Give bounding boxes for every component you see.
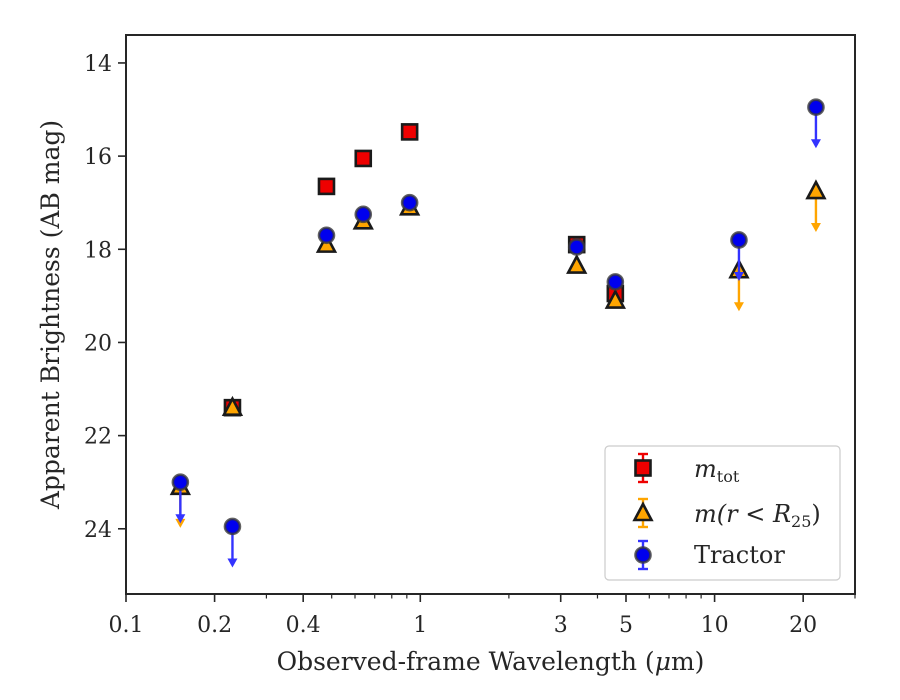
- x-axis-title-mu: μ: [655, 647, 671, 676]
- m-r25-point-group: [604, 288, 627, 309]
- x-tick-label: 0.2: [197, 613, 232, 638]
- y-tick-label: 18: [84, 238, 112, 263]
- tractor-point: [807, 98, 825, 117]
- legend-triangle-icon: [632, 497, 654, 529]
- tractor-point: [171, 473, 190, 492]
- legend-triangle-icon-marker: [632, 501, 654, 522]
- y-tick-label: 24: [84, 518, 112, 543]
- tractor-point-group: [171, 473, 190, 524]
- tractor-point: [223, 517, 242, 536]
- x-tick-label: 5: [619, 613, 633, 638]
- x-tick-label: 10: [701, 613, 729, 638]
- mtot-point-group: [400, 123, 419, 141]
- x-tick-label: 0.4: [286, 613, 321, 638]
- y-tick-label: 14: [84, 52, 112, 77]
- tractor-limit-arrow-head: [175, 514, 186, 524]
- tractor-point-group: [567, 238, 586, 256]
- m-r25-point: [566, 253, 588, 274]
- legend: mtot m(r < R25) Tractor: [604, 445, 841, 581]
- tractor-point-group: [730, 231, 748, 281]
- tractor-limit-arrow-head: [227, 558, 238, 568]
- legend-box: [604, 445, 841, 581]
- data-marks: [169, 98, 827, 568]
- x-axis-title-part: m): [671, 647, 704, 676]
- legend-label-part: ): [811, 500, 820, 528]
- tractor-point-group: [317, 226, 336, 245]
- tractor-point: [317, 226, 336, 245]
- mtot-point-group: [354, 149, 373, 168]
- legend-label-sub: tot: [717, 467, 740, 486]
- tractor-limit-arrow-head: [733, 271, 744, 281]
- x-tick-label: 1: [413, 613, 427, 638]
- legend-label-tractor: Tractor: [694, 541, 785, 569]
- tractor-point: [606, 273, 625, 291]
- tractor-limit-arrow-head: [810, 139, 821, 149]
- tractor-point-group: [223, 517, 242, 568]
- y-axis-title: Apparent Brightness (AB mag): [36, 120, 65, 510]
- tractor-point: [730, 231, 748, 249]
- mtot-point: [354, 149, 373, 168]
- tractor-point: [400, 193, 419, 212]
- legend-circle-icon: [634, 539, 652, 571]
- plot-frame: [125, 34, 856, 595]
- legend-label-part: m: [694, 455, 717, 483]
- m-r25-point-group: [805, 179, 827, 233]
- m-r25-point: [221, 395, 244, 416]
- m-r25-limit-arrow-head: [733, 302, 744, 312]
- x-tick-label: 0.1: [109, 613, 144, 638]
- mtot-point-group: [317, 177, 336, 196]
- legend-square-icon: [634, 452, 652, 484]
- x-axis-title: Observed-frame Wavelength (μm): [277, 647, 705, 676]
- tractor-point-group: [807, 98, 825, 149]
- tractor-point-group: [354, 205, 373, 224]
- tractor-point-group: [606, 273, 625, 291]
- x-tick-label: 20: [789, 613, 817, 638]
- legend-symbols: [632, 452, 654, 571]
- x-axis-title-part: Observed-frame Wavelength (: [277, 647, 655, 676]
- m-r25-point-group: [221, 395, 244, 416]
- legend-square-icon-marker: [634, 459, 652, 477]
- legend-label-m-r25: m(r < R25): [694, 500, 821, 531]
- legend-label-mtot: mtot: [694, 455, 740, 486]
- mtot-point: [400, 123, 419, 141]
- y-axis-ticks: 14 16 18 20 22 24: [84, 52, 126, 543]
- x-tick-label: 3: [554, 613, 568, 638]
- y-tick-label: 16: [84, 145, 112, 170]
- legend-circle-icon-marker: [634, 546, 652, 564]
- y-tick-label: 22: [84, 425, 112, 450]
- legend-label-part: m(r < R: [694, 500, 791, 528]
- m-r25-point: [604, 288, 627, 309]
- m-r25-point: [805, 179, 827, 200]
- legend-label-sub: 25: [791, 512, 811, 531]
- y-tick-label: 20: [84, 331, 112, 356]
- x-axis-ticks: 0.1 0.2 0.4 1 3 5 10 20: [109, 594, 856, 638]
- tractor-point-group: [400, 193, 419, 212]
- tractor-point: [567, 238, 586, 256]
- mtot-point: [317, 177, 336, 196]
- tractor-point: [354, 205, 373, 224]
- m-r25-limit-arrow-head: [810, 223, 821, 233]
- m-r25-point-group: [566, 253, 588, 274]
- m-r25-limit-arrow-head: [175, 518, 186, 528]
